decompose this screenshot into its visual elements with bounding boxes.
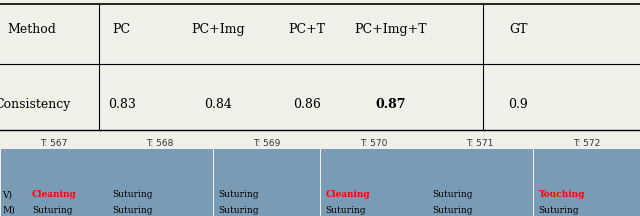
Text: Suturing: Suturing — [32, 206, 72, 215]
Text: T: 572: T: 572 — [573, 139, 600, 148]
Text: Suturing: Suturing — [325, 206, 366, 215]
Text: Touching: Touching — [539, 191, 585, 199]
Text: 0.84: 0.84 — [204, 98, 232, 111]
Text: Suturing: Suturing — [112, 191, 152, 199]
Text: Suturing: Suturing — [432, 191, 472, 199]
Text: Consistency: Consistency — [0, 98, 70, 111]
Text: T: 569: T: 569 — [253, 139, 280, 148]
Text: T: 567: T: 567 — [40, 139, 67, 148]
Text: Cleaning: Cleaning — [32, 191, 77, 199]
Text: V): V) — [2, 191, 12, 199]
Text: Suturing: Suturing — [432, 206, 472, 215]
Text: Suturing: Suturing — [219, 206, 259, 215]
Text: PC+Img+T: PC+Img+T — [354, 23, 427, 36]
Text: PC+T: PC+T — [289, 23, 326, 36]
Text: PC: PC — [113, 23, 131, 36]
Text: PC+Img: PC+Img — [191, 23, 244, 36]
Text: 0.87: 0.87 — [375, 98, 406, 111]
Text: T: 571: T: 571 — [467, 139, 493, 148]
Text: Method: Method — [8, 23, 56, 36]
Text: M): M) — [2, 206, 15, 215]
Text: GT: GT — [509, 23, 527, 36]
Text: Suturing: Suturing — [539, 206, 579, 215]
Text: Cleaning: Cleaning — [325, 191, 370, 199]
Text: 0.9: 0.9 — [509, 98, 528, 111]
Text: T: 570: T: 570 — [360, 139, 387, 148]
Text: 0.86: 0.86 — [293, 98, 321, 111]
Text: T: 568: T: 568 — [147, 139, 173, 148]
Text: Suturing: Suturing — [112, 206, 152, 215]
Text: 0.83: 0.83 — [108, 98, 136, 111]
Text: Suturing: Suturing — [219, 191, 259, 199]
